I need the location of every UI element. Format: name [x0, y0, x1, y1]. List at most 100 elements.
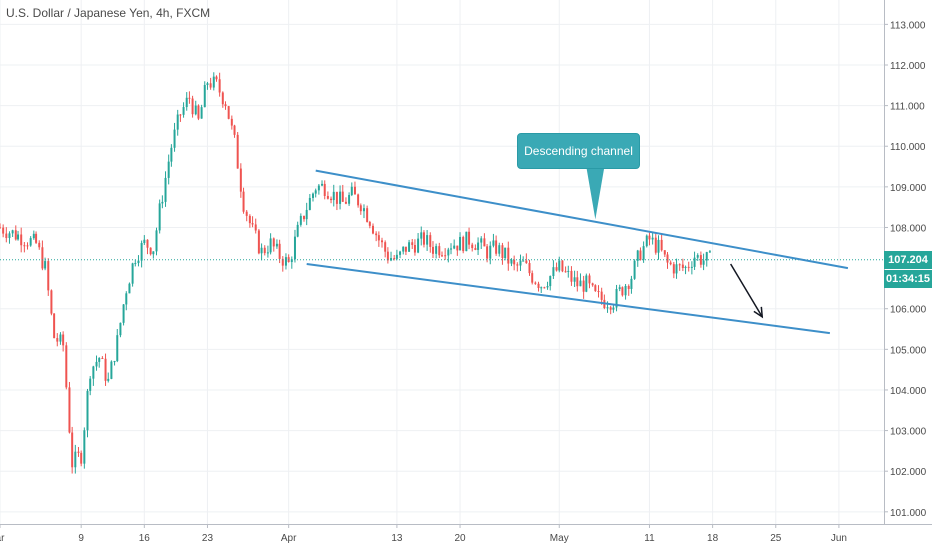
candle-up: [417, 238, 420, 253]
candle-up: [585, 275, 588, 292]
candle-down: [600, 291, 603, 300]
candle-down: [627, 286, 630, 289]
candle-down: [251, 223, 254, 225]
candle-up: [504, 247, 507, 259]
candle-up: [161, 201, 164, 204]
candle-up: [200, 107, 203, 119]
candle-up: [615, 288, 618, 308]
candle-up: [95, 361, 98, 367]
price-tick-label: 109.000: [890, 183, 927, 194]
candle-down: [609, 307, 612, 310]
channel-lower-line: [306, 263, 831, 335]
price-tick-label: 112.000: [890, 61, 926, 72]
price-tick-label: 110.000: [890, 142, 926, 153]
price-tick-label: 103.000: [890, 427, 927, 438]
candle-up: [119, 322, 122, 336]
candle-down: [281, 258, 284, 266]
candle-up: [395, 254, 398, 259]
candle-up: [348, 195, 351, 204]
candle-up: [83, 430, 86, 464]
price-tick-label: 108.000: [890, 223, 927, 234]
candle-down: [38, 242, 41, 248]
candle-down: [699, 255, 702, 265]
candle-down: [68, 387, 71, 433]
candle-up: [426, 235, 429, 245]
candle-up: [702, 260, 705, 265]
candle-down: [663, 250, 666, 255]
candle-up: [312, 193, 315, 198]
candle-down: [681, 264, 684, 269]
candle-down: [263, 247, 266, 254]
candle-down: [431, 246, 434, 254]
candle-down: [41, 247, 44, 269]
candle-up: [98, 358, 101, 362]
candle-up: [182, 107, 185, 115]
candle-up: [624, 286, 627, 296]
descending-channel-callout[interactable]: Descending channel: [517, 133, 640, 169]
candle-up: [522, 260, 525, 262]
candle-up: [450, 248, 453, 250]
candle-down: [368, 221, 371, 226]
candle-down: [209, 83, 212, 88]
candle-down: [197, 105, 200, 119]
candle-up: [573, 277, 576, 282]
candle-up: [293, 236, 296, 260]
candle-up: [636, 250, 639, 261]
candle-down: [56, 338, 59, 342]
candle-down: [23, 245, 26, 247]
candle-down: [278, 243, 281, 259]
candle-down: [594, 285, 597, 292]
channel-upper-line: [315, 169, 849, 270]
candle-up: [74, 451, 77, 468]
candle-down: [80, 452, 83, 464]
candle-down: [5, 233, 8, 239]
candle-down: [359, 205, 362, 212]
candle-up: [651, 237, 654, 240]
time-axis[interactable]: ar 9 16 23 Apr 13 20 May 11 18 25 Jun: [0, 524, 932, 544]
candle-down: [272, 238, 275, 247]
candle-down: [597, 291, 600, 293]
projection-arrow-head: [753, 306, 764, 319]
candle-up: [266, 252, 269, 254]
candle-up: [194, 105, 197, 115]
candle-down: [330, 198, 333, 201]
candle-up: [44, 261, 47, 269]
candle-up: [321, 183, 324, 186]
candle-down: [462, 236, 465, 252]
candle-down: [537, 283, 540, 288]
candle-up: [350, 186, 353, 196]
candle-up: [540, 287, 543, 289]
candle-down: [366, 208, 369, 222]
candle-up: [657, 239, 660, 253]
candle-up: [122, 304, 125, 323]
candle-down: [534, 282, 537, 284]
candle-down: [516, 264, 519, 266]
time-tick-label: 16: [139, 533, 151, 544]
candle-down: [221, 92, 224, 105]
candle-down: [672, 264, 675, 274]
candle-down: [422, 232, 425, 245]
candle-down: [248, 215, 251, 224]
candle-down: [474, 248, 477, 250]
candle-up: [684, 266, 687, 269]
candle-down: [191, 98, 194, 115]
candle-down: [149, 247, 152, 255]
candle-up: [137, 260, 140, 264]
candle-up: [696, 255, 699, 258]
candle-down: [591, 283, 594, 286]
candle-up: [630, 278, 633, 289]
time-tick-label: 18: [707, 533, 719, 544]
candle-down: [26, 245, 29, 247]
candle-up: [152, 251, 155, 255]
candle-down: [564, 271, 567, 273]
candlestick-series: [0, 72, 711, 474]
candle-up: [339, 191, 342, 204]
candle-up: [402, 246, 405, 252]
candle-down: [576, 277, 579, 287]
candle-down: [507, 247, 510, 264]
candle-up: [125, 293, 128, 305]
candle-down: [687, 266, 690, 268]
candle-down: [438, 246, 441, 256]
candle-up: [675, 264, 678, 274]
